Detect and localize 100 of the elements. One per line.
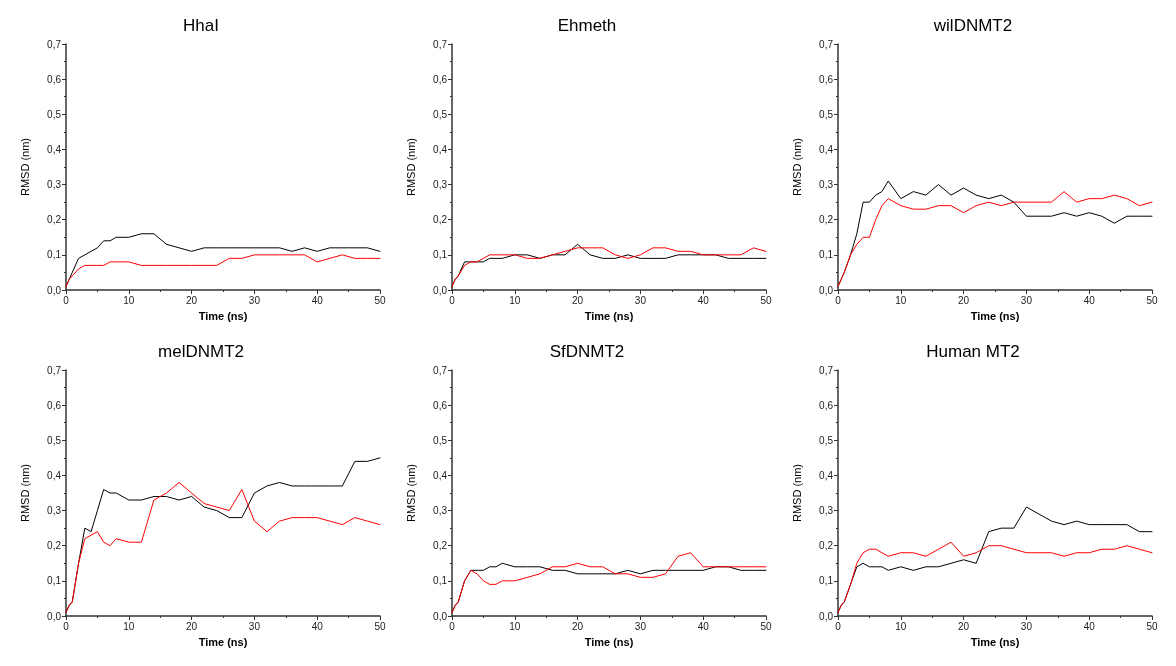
y-tick-label: 0,7 <box>819 38 834 50</box>
y-tick-label: 0,6 <box>433 73 448 85</box>
line-series <box>837 541 1153 613</box>
x-tick-label: 10 <box>895 294 907 306</box>
chart-title: SfDNMT2 <box>549 342 625 361</box>
chart-title: melDNMT2 <box>158 342 244 361</box>
y-tick-label: 0,4 <box>433 143 448 155</box>
x-tick-label: 30 <box>634 294 647 306</box>
x-tick-label: 10 <box>509 620 521 632</box>
x-tick-label: 40 <box>1083 620 1096 632</box>
line-series <box>65 481 381 613</box>
x-tick-label: 50 <box>760 294 772 306</box>
y-tick-label: 0,6 <box>819 73 834 85</box>
y-tick-label: 0,3 <box>819 179 834 191</box>
y-tick-label: 0,2 <box>433 214 448 226</box>
y-tick-label: 0,1 <box>819 249 834 261</box>
x-tick-label: 50 <box>1146 620 1158 632</box>
y-tick-label: 0,0 <box>819 284 834 296</box>
y-tick-label: 0,2 <box>433 540 448 552</box>
line-series <box>451 552 767 613</box>
x-axis-title: Time (ns) <box>970 635 1020 648</box>
y-tick-label: 0,4 <box>47 469 62 481</box>
y-tick-label: 0,7 <box>819 364 834 376</box>
x-tick-label: 30 <box>1020 620 1033 632</box>
y-tick-label: 0,1 <box>433 249 448 261</box>
x-axis-title: Time (ns) <box>970 309 1020 322</box>
x-tick-label: 40 <box>697 294 710 306</box>
x-tick-label: 20 <box>958 294 970 306</box>
y-tick-label: 0,5 <box>47 108 62 120</box>
chart-title: wilDNMT2 <box>932 16 1013 35</box>
y-tick-label: 0,1 <box>433 575 448 587</box>
x-tick-label: 0 <box>449 294 456 306</box>
x-axis-title: Time (ns) <box>584 635 634 648</box>
x-tick-label: 50 <box>760 620 772 632</box>
y-tick-label: 0,0 <box>819 610 834 622</box>
x-tick-label: 40 <box>697 620 710 632</box>
x-tick-label: 10 <box>123 620 135 632</box>
y-axis-title: RMSD (nm) <box>18 463 31 523</box>
x-tick-label: 20 <box>186 294 198 306</box>
x-tick-label: 20 <box>572 620 584 632</box>
y-tick-label: 0,6 <box>433 399 448 411</box>
x-axis-title: Time (ns) <box>198 635 248 648</box>
y-tick-label: 0,4 <box>819 469 834 481</box>
y-tick-label: 0,1 <box>47 249 62 261</box>
y-tick-label: 0,3 <box>47 505 62 517</box>
x-axis-title: Time (ns) <box>198 309 248 322</box>
x-tick-label: 20 <box>958 620 970 632</box>
x-tick-label: 20 <box>572 294 584 306</box>
y-axis-title: RMSD (nm) <box>404 137 417 197</box>
x-tick-label: 0 <box>63 620 70 632</box>
y-tick-label: 0,7 <box>433 38 448 50</box>
y-tick-label: 0,4 <box>819 143 834 155</box>
x-tick-label: 30 <box>248 620 261 632</box>
y-tick-label: 0,5 <box>433 108 448 120</box>
x-tick-label: 0 <box>835 294 842 306</box>
x-tick-label: 40 <box>311 620 324 632</box>
y-axis-title: RMSD (nm) <box>790 463 803 523</box>
y-tick-label: 0,7 <box>47 38 62 50</box>
x-tick-label: 30 <box>1020 294 1033 306</box>
y-tick-label: 0,3 <box>819 505 834 517</box>
x-tick-label: 10 <box>509 294 521 306</box>
chart-title: HhaI <box>183 16 219 35</box>
y-axis-title: RMSD (nm) <box>18 137 31 197</box>
y-tick-label: 0,1 <box>47 575 62 587</box>
y-tick-label: 0,3 <box>433 179 448 191</box>
y-axis-title: RMSD (nm) <box>790 137 803 197</box>
x-tick-label: 50 <box>374 620 386 632</box>
x-tick-label: 0 <box>835 620 842 632</box>
x-tick-label: 40 <box>311 294 324 306</box>
y-tick-label: 0,3 <box>47 179 62 191</box>
y-tick-label: 0,2 <box>47 540 62 552</box>
y-tick-label: 0,0 <box>47 610 62 622</box>
x-tick-label: 0 <box>449 620 456 632</box>
x-tick-label: 20 <box>186 620 198 632</box>
x-axis-title: Time (ns) <box>584 309 634 322</box>
y-tick-label: 0,2 <box>819 214 834 226</box>
y-tick-label: 0,0 <box>433 284 448 296</box>
x-tick-label: 40 <box>1083 294 1096 306</box>
y-tick-label: 0,2 <box>47 214 62 226</box>
y-tick-label: 0,3 <box>433 505 448 517</box>
line-series <box>65 254 381 287</box>
y-tick-label: 0,5 <box>819 108 834 120</box>
y-tick-label: 0,2 <box>819 540 834 552</box>
y-tick-label: 0,4 <box>433 469 448 481</box>
x-tick-label: 50 <box>1146 294 1158 306</box>
y-tick-label: 0,6 <box>819 399 834 411</box>
x-tick-label: 0 <box>63 294 70 306</box>
chart-title: Ehmeth <box>557 16 617 35</box>
y-tick-label: 0,7 <box>433 364 448 376</box>
x-tick-label: 30 <box>248 294 261 306</box>
chart-title: Human MT2 <box>926 342 1020 361</box>
x-tick-label: 10 <box>123 294 135 306</box>
y-tick-label: 0,1 <box>819 575 834 587</box>
y-tick-label: 0,5 <box>433 434 448 446</box>
y-tick-label: 0,5 <box>47 434 62 446</box>
y-tick-label: 0,0 <box>47 284 62 296</box>
y-tick-label: 0,6 <box>47 399 62 411</box>
x-tick-label: 30 <box>634 620 647 632</box>
y-tick-label: 0,7 <box>47 364 62 376</box>
y-tick-label: 0,5 <box>819 434 834 446</box>
